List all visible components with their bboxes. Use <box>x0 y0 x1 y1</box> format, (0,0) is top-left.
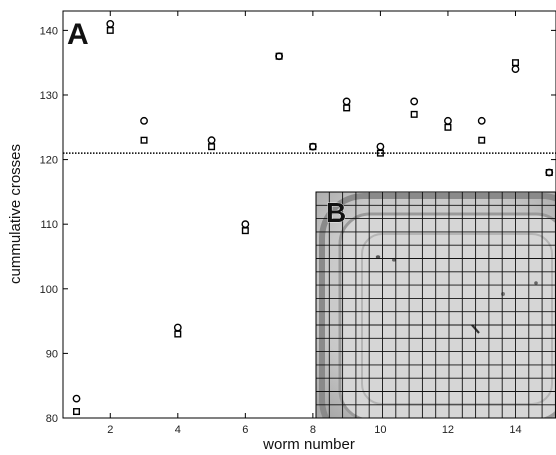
worm-spot <box>375 255 381 259</box>
worm-spot <box>534 281 538 285</box>
square-marker <box>410 110 418 118</box>
square-marker <box>343 104 351 112</box>
y-axis-label: cummulative crosses <box>7 144 24 284</box>
y-tick-label: 90 <box>46 348 58 360</box>
inset-grid <box>316 192 556 418</box>
y-tick-label: 100 <box>40 284 58 296</box>
x-axis-label: worm number <box>262 436 355 453</box>
panel-label-a: A <box>67 18 89 51</box>
square-marker <box>444 123 452 131</box>
circle-marker <box>376 142 385 151</box>
y-tick-label: 140 <box>40 25 58 37</box>
inset-photo <box>316 192 556 418</box>
square-marker <box>174 330 182 338</box>
y-tick-label: 80 <box>46 413 58 425</box>
square-marker <box>376 149 384 157</box>
circle-marker <box>342 97 351 106</box>
circle-marker <box>106 20 115 28</box>
worm-spot <box>501 292 505 296</box>
data-markers <box>72 20 554 416</box>
circle-marker <box>444 116 452 125</box>
square-marker <box>241 227 249 235</box>
worm-spot <box>392 258 396 262</box>
x-tick-label: 2 <box>107 424 113 436</box>
y-tick-label: 130 <box>40 90 58 102</box>
x-tick-label: 12 <box>442 424 454 436</box>
x-tick-label: 6 <box>242 424 248 436</box>
x-tick-label: 10 <box>374 424 386 436</box>
x-axis: 2 4 6 8 10 12 14 <box>107 11 522 436</box>
circle-marker <box>241 220 250 229</box>
y-tick-label: 120 <box>40 155 58 167</box>
square-marker <box>73 408 81 416</box>
square-marker <box>511 59 519 67</box>
square-marker <box>478 136 486 144</box>
y-axis: 80 90 100 110 120 130 140 <box>40 25 556 425</box>
x-tick-label: 4 <box>175 424 181 436</box>
panel-label-b: B <box>326 197 346 228</box>
square-marker <box>208 143 216 151</box>
plot-frame <box>62 10 556 419</box>
square-marker <box>275 52 283 60</box>
square-marker <box>545 169 553 177</box>
x-tick-label: 8 <box>310 424 316 436</box>
square-marker <box>106 26 114 34</box>
x-tick-label: 14 <box>509 424 521 436</box>
circle-marker <box>173 323 182 332</box>
circle-marker <box>140 116 148 125</box>
circle-marker <box>72 394 81 403</box>
circle-marker <box>207 136 216 145</box>
square-marker <box>140 136 148 144</box>
circle-marker <box>511 65 520 74</box>
square-marker <box>309 143 317 151</box>
circle-marker <box>477 116 486 125</box>
y-tick-label: 110 <box>40 219 58 231</box>
circle-marker <box>410 97 419 106</box>
arena-outer-wall <box>319 193 556 418</box>
